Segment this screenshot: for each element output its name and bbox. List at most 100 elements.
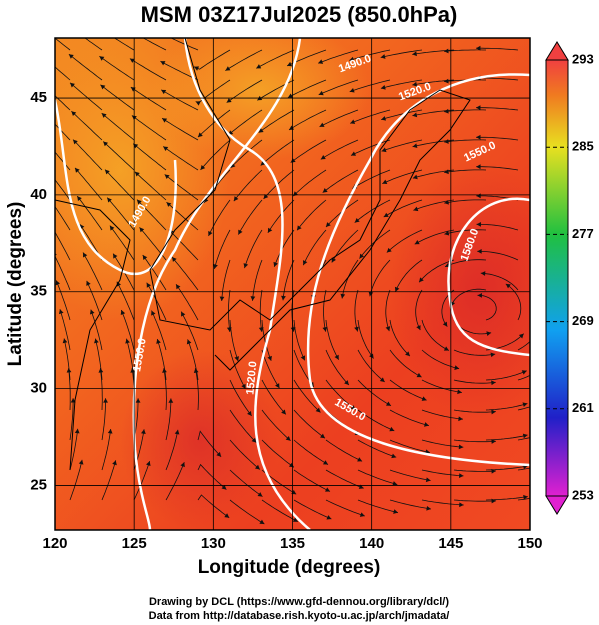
stream-arrow (194, 66, 200, 71)
stream-arrow (386, 247, 392, 253)
stream-arrow (164, 174, 170, 180)
streamline (69, 398, 74, 441)
contour (447, 197, 530, 357)
streamline (261, 409, 291, 442)
stream-arrow (297, 225, 302, 231)
streamline (151, 310, 167, 351)
stream-arrow (505, 283, 511, 289)
stream-arrow (444, 169, 449, 175)
streamline (101, 112, 135, 141)
stream-arrow (412, 174, 418, 180)
stream-arrow (315, 407, 321, 413)
stream-arrow (423, 422, 429, 427)
streamline (100, 368, 103, 411)
stream-arrow (275, 383, 280, 389)
streamline (381, 109, 423, 120)
stream-arrow (359, 512, 365, 517)
streamline (69, 459, 83, 501)
streamline (146, 282, 167, 321)
stream-arrow (325, 487, 331, 492)
streamline (319, 109, 359, 128)
stream-arrow (541, 319, 546, 324)
stream-arrow (172, 257, 177, 262)
streamline (156, 338, 167, 381)
streamline (389, 499, 432, 510)
stream-arrow (416, 372, 422, 378)
y-tick-label: 40 (30, 186, 47, 203)
stream-arrow (359, 253, 365, 259)
contour (306, 73, 530, 467)
streamline (354, 289, 359, 332)
stream-arrow (156, 338, 161, 344)
streamline (233, 169, 263, 202)
stream-arrow (354, 326, 359, 332)
streamline (293, 499, 332, 520)
stream-arrow (457, 389, 462, 395)
stream-arrow (113, 253, 118, 259)
warm-area (150, 38, 370, 160)
streamline (325, 349, 350, 386)
x-tick-label: 120 (42, 535, 67, 552)
x-tick-label: 130 (201, 535, 226, 552)
streamline (421, 409, 463, 420)
streamline (357, 349, 385, 383)
stream-arrow (40, 81, 45, 86)
stream-arrow (101, 113, 107, 118)
stream-arrow (141, 429, 146, 434)
contour (55, 99, 177, 276)
streamline (197, 430, 222, 458)
field (40, 38, 546, 530)
stream-arrow (70, 398, 76, 403)
stream-arrow (287, 61, 293, 67)
stream-arrow (394, 286, 400, 292)
streamline (349, 79, 391, 93)
stream-arrow (73, 139, 78, 145)
streamline (68, 368, 71, 411)
streamline (229, 349, 246, 390)
streamline (55, 280, 71, 321)
streamline (90, 309, 103, 351)
stream-arrow (413, 206, 419, 212)
stream-arrow (331, 257, 337, 263)
streamline (517, 497, 530, 501)
streamline (517, 341, 530, 351)
stream-arrow (168, 398, 174, 403)
streamline (55, 179, 71, 201)
streamline (421, 349, 460, 370)
stream-arrow (344, 380, 349, 385)
streamline (101, 428, 112, 471)
stream-arrow (354, 217, 360, 223)
streamline (259, 289, 263, 332)
streamline (325, 439, 363, 462)
streamline (325, 499, 365, 517)
stream-arrow (419, 277, 424, 283)
colorbar-tick-label: 269 (572, 313, 594, 328)
streamline (282, 259, 295, 301)
stream-arrow (444, 78, 449, 84)
stream-arrow (290, 158, 296, 163)
streamline (325, 319, 340, 360)
streamline (505, 283, 522, 321)
streamline (485, 496, 528, 501)
stream-arrow (135, 398, 141, 403)
streamline (325, 379, 356, 411)
streamline (395, 259, 423, 292)
streamline (142, 254, 167, 291)
streamline (142, 38, 167, 51)
streamline (116, 281, 135, 321)
streamline (171, 256, 199, 291)
stream-arrow (459, 502, 464, 508)
streamline (68, 53, 103, 81)
stream-arrow (458, 444, 464, 450)
stream-arrow (107, 428, 113, 434)
stream-arrow (281, 295, 286, 301)
stream-arrow (476, 45, 481, 51)
stream-arrow (350, 405, 356, 410)
stream-arrow (208, 230, 213, 236)
stream-arrow (77, 196, 82, 202)
streamline (193, 49, 231, 70)
stream-arrow (491, 409, 496, 415)
stream-arrow (300, 355, 306, 361)
stream-arrow (444, 199, 449, 205)
stream-arrow (251, 437, 257, 443)
